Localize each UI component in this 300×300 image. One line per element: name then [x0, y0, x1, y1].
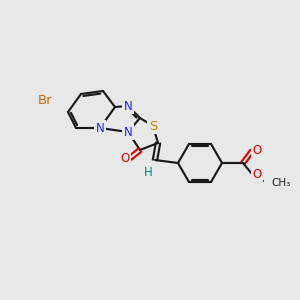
Text: H: H	[144, 166, 152, 178]
Text: O: O	[120, 152, 130, 166]
Text: CH₃: CH₃	[271, 178, 290, 188]
Text: N: N	[96, 122, 104, 134]
Text: N: N	[124, 125, 132, 139]
Text: Br: Br	[38, 94, 52, 106]
Text: O: O	[252, 169, 262, 182]
Text: S: S	[149, 119, 157, 133]
Text: O: O	[252, 143, 262, 157]
Text: N: N	[124, 100, 132, 112]
